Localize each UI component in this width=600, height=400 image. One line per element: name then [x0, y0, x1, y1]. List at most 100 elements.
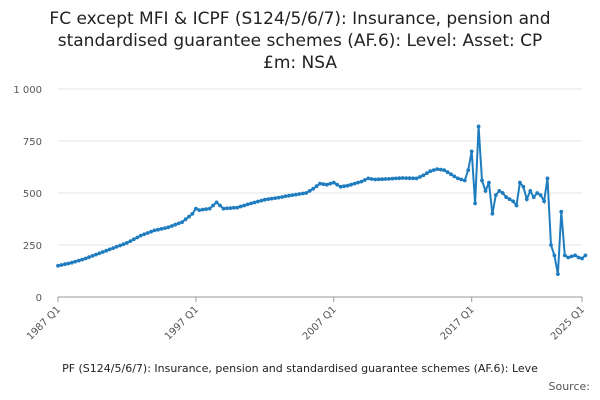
data-point: [235, 205, 240, 210]
data-point: [411, 176, 415, 181]
data-point: [173, 222, 178, 227]
data-point: [352, 181, 357, 186]
data-point: [528, 189, 533, 193]
gridlines: [58, 88, 582, 298]
data-point: [535, 191, 540, 195]
data-point: [111, 246, 116, 251]
data-point: [59, 263, 64, 267]
data-point: [228, 206, 233, 211]
data-point: [466, 168, 471, 173]
data-point: [304, 191, 309, 195]
data-point: [400, 176, 405, 180]
data-point: [580, 256, 584, 261]
data-point: [390, 176, 395, 181]
data-point: [100, 250, 105, 254]
data-point: [504, 195, 509, 200]
data-point: [524, 197, 529, 202]
data-point: [456, 176, 460, 181]
data-point: [397, 176, 402, 181]
data-point: [242, 203, 247, 208]
data-point: [480, 178, 484, 183]
data-point: [238, 204, 243, 209]
data-point: [118, 243, 122, 248]
data-point: [414, 176, 419, 181]
chart-title: FC except MFI & ICPF (S124/5/6/7): Insur…: [49, 9, 550, 73]
data-point: [107, 247, 112, 252]
data-point: [194, 206, 198, 211]
data-point: [425, 171, 429, 176]
data-point: [511, 199, 515, 204]
data-point: [225, 206, 229, 211]
data-point: [459, 177, 464, 182]
data-point: [63, 262, 67, 267]
data-point: [431, 168, 436, 173]
data-point: [214, 200, 219, 205]
data-point: [531, 195, 536, 200]
data-point: [542, 199, 546, 204]
data-point: [259, 198, 264, 203]
data-point: [393, 176, 398, 181]
data-point: [583, 253, 588, 258]
data-point: [252, 200, 257, 205]
x-tick-label: 1997 Q1: [163, 304, 201, 342]
data-point: [500, 191, 505, 195]
data-point: [566, 255, 571, 260]
data-point: [438, 167, 443, 172]
data-point: [187, 214, 191, 219]
data-point: [80, 257, 84, 262]
data-point: [131, 237, 136, 242]
data-point: [138, 233, 143, 238]
data-point: [338, 184, 343, 189]
x-tick-label: 2017 Q1: [439, 304, 477, 342]
data-point: [493, 193, 498, 198]
data-point: [469, 149, 474, 154]
data-point: [328, 181, 333, 186]
data-point: [366, 176, 371, 181]
data-point: [559, 209, 564, 214]
data-point: [307, 189, 312, 193]
data-point: [183, 217, 188, 222]
data-point: [318, 181, 322, 186]
data-point: [218, 203, 222, 208]
data-point: [231, 205, 236, 210]
data-point: [169, 224, 174, 228]
data-point: [518, 180, 522, 185]
data-point: [576, 255, 581, 260]
data-point: [294, 192, 298, 197]
data-point: [356, 180, 360, 185]
data-point: [369, 177, 374, 181]
data-point: [197, 208, 202, 213]
data-point: [373, 177, 378, 182]
data-point: [428, 169, 433, 174]
data-point: [421, 173, 426, 178]
data-point: [276, 195, 281, 200]
data-point: [380, 177, 384, 182]
data-point: [290, 193, 295, 198]
data-point: [245, 202, 250, 207]
x-tick-label: 2007 Q1: [301, 304, 339, 342]
data-point: [507, 197, 512, 202]
data-point: [362, 178, 367, 182]
series-line: [57, 126, 587, 275]
chart-title-line-1: FC except MFI & ICPF (S124/5/6/7): Insur…: [49, 9, 550, 29]
data-point: [135, 235, 140, 240]
data-point: [114, 244, 119, 249]
data-point: [159, 227, 164, 231]
data-point: [483, 189, 488, 193]
x-tick-label: 1987 Q1: [25, 304, 63, 342]
data-point: [442, 168, 446, 173]
data-point: [73, 259, 78, 264]
data-point: [269, 196, 274, 201]
data-point: [556, 272, 560, 276]
data-point: [163, 226, 167, 231]
data-point: [142, 232, 147, 237]
data-point: [262, 197, 267, 202]
data-point: [311, 186, 315, 191]
data-point: [190, 211, 195, 216]
data-point: [407, 176, 412, 181]
data-point: [273, 196, 278, 201]
data-point: [545, 176, 550, 181]
data-point: [280, 195, 284, 199]
data-point: [487, 180, 491, 185]
data-point: [87, 255, 91, 260]
